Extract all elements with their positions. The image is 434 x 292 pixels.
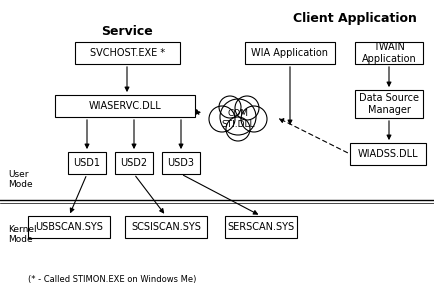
Text: Service: Service xyxy=(101,25,152,38)
Text: Kernel
Mode: Kernel Mode xyxy=(8,225,36,244)
Bar xyxy=(354,90,422,118)
Circle shape xyxy=(218,96,240,118)
Text: WIA Application: WIA Application xyxy=(251,48,328,58)
Bar xyxy=(68,152,106,174)
Bar xyxy=(55,95,194,117)
Bar xyxy=(28,216,110,238)
Text: USBSCAN.SYS: USBSCAN.SYS xyxy=(35,222,103,232)
Text: Data Source
Manager: Data Source Manager xyxy=(358,93,418,115)
Circle shape xyxy=(240,106,266,132)
Bar xyxy=(125,216,207,238)
Text: USD1: USD1 xyxy=(73,158,100,168)
Circle shape xyxy=(208,106,234,132)
Bar xyxy=(75,42,180,64)
Bar xyxy=(354,42,422,64)
Bar xyxy=(349,143,425,165)
Circle shape xyxy=(226,117,250,141)
Text: USD2: USD2 xyxy=(120,158,147,168)
Text: SCSISCAN.SYS: SCSISCAN.SYS xyxy=(131,222,201,232)
Text: WIADSS.DLL: WIADSS.DLL xyxy=(357,149,418,159)
Text: COM
STI.DLL: COM STI.DLL xyxy=(221,109,254,129)
Text: USD3: USD3 xyxy=(167,158,194,168)
Text: WIASERVC.DLL: WIASERVC.DLL xyxy=(89,101,161,111)
Bar xyxy=(161,152,200,174)
Circle shape xyxy=(220,99,256,135)
Text: TWAIN
Application: TWAIN Application xyxy=(361,42,415,64)
Bar xyxy=(224,216,296,238)
Bar xyxy=(115,152,153,174)
Text: (* - Called STIMON.EXE on Windows Me): (* - Called STIMON.EXE on Windows Me) xyxy=(28,275,196,284)
Text: SERSCAN.SYS: SERSCAN.SYS xyxy=(227,222,294,232)
Text: Client Application: Client Application xyxy=(293,12,416,25)
Text: SVCHOST.EXE *: SVCHOST.EXE * xyxy=(90,48,164,58)
Circle shape xyxy=(234,96,258,120)
Bar xyxy=(244,42,334,64)
Text: User
Mode: User Mode xyxy=(8,170,33,190)
